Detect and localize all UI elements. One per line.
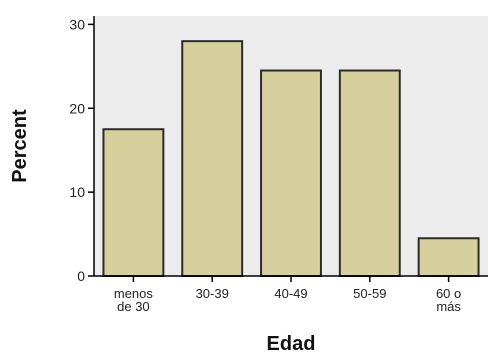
y-tick-label: 30 xyxy=(69,16,85,32)
y-tick-label: 10 xyxy=(69,184,85,200)
x-tick-label: 40-49 xyxy=(274,286,307,301)
bar xyxy=(260,69,322,277)
x-tick-label: menos de 30 xyxy=(114,286,154,314)
x-ticks-group: menos de 30 30-39 40-49 50-59 60 o más xyxy=(114,276,461,314)
x-tick-label: 50-59 xyxy=(353,286,386,301)
bar xyxy=(417,237,480,278)
x-axis-title: Edad xyxy=(267,333,316,355)
bar xyxy=(181,40,244,278)
y-tick-label: 0 xyxy=(77,268,85,284)
bars-group xyxy=(102,40,480,278)
x-tick-label: 60 o más xyxy=(436,286,461,314)
bar xyxy=(338,69,401,277)
y-ticks-group: 0 10 20 30 xyxy=(69,16,94,284)
y-tick-label: 20 xyxy=(69,100,85,116)
x-tick-label: 30-39 xyxy=(196,286,229,301)
bar xyxy=(102,128,165,277)
y-axis-title: Percent xyxy=(9,109,31,183)
